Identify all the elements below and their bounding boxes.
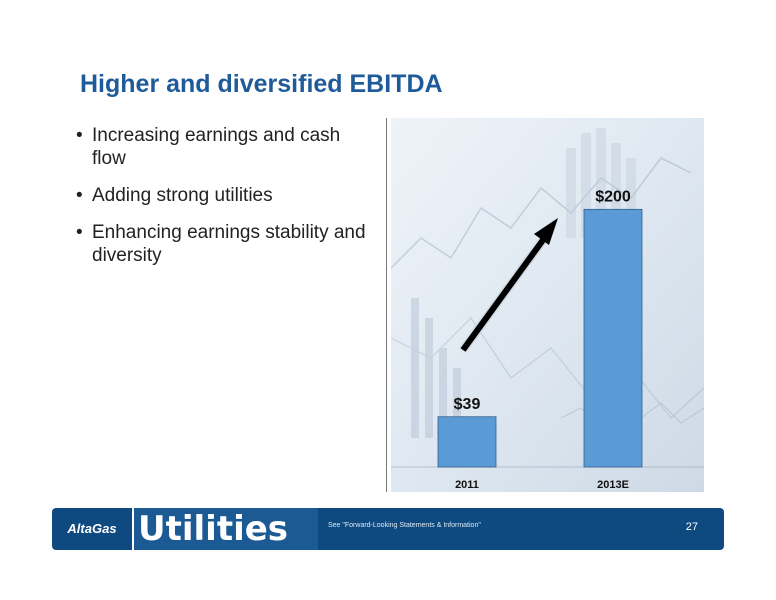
- data-label-2011: $39: [454, 396, 481, 413]
- bullet-item: Enhancing earnings stability and diversi…: [76, 221, 376, 267]
- utilities-label: Utilities: [134, 508, 318, 550]
- background-decoration: [391, 128, 704, 438]
- slide-title: Higher and diversified EBITDA: [80, 70, 443, 98]
- data-label-2013E: $200: [595, 188, 631, 205]
- altagas-logo: AltaGas: [52, 508, 132, 550]
- category-label-2013E: 2013E: [597, 479, 629, 491]
- bullet-item: Increasing earnings and cash flow: [76, 124, 376, 170]
- category-label-2011: 2011: [455, 479, 479, 491]
- bar-2013E: [583, 208, 643, 468]
- page-number: 27: [685, 521, 698, 533]
- footer-info-bar: See "Forward-Looking Statements & Inform…: [318, 508, 724, 550]
- bar-2011: [437, 416, 497, 468]
- bullet-item: Adding strong utilities: [76, 184, 376, 207]
- bullet-list: Increasing earnings and cash flow Adding…: [76, 124, 376, 281]
- footer-bar: AltaGas Utilities See "Forward-Looking S…: [52, 508, 724, 550]
- vertical-divider: [386, 118, 387, 492]
- ebitda-bar-chart: $39 2011 $200 2013E: [391, 118, 704, 492]
- disclaimer-link[interactable]: See "Forward-Looking Statements & Inform…: [328, 522, 481, 529]
- growth-arrow: [459, 218, 558, 353]
